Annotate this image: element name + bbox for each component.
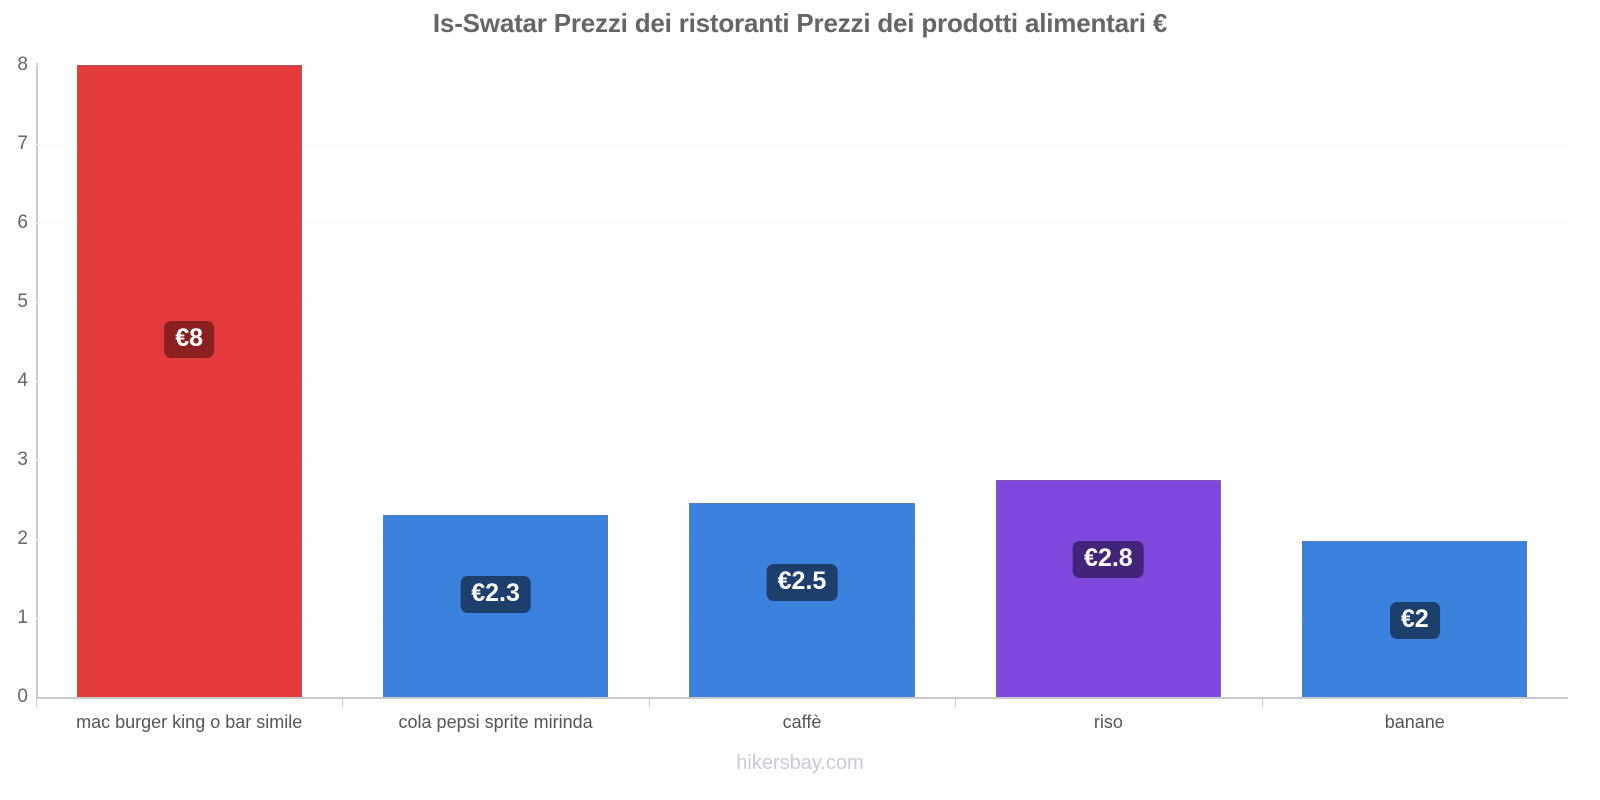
x-axis-tick-label: caffè	[782, 712, 822, 732]
bar[interactable]: €8	[76, 65, 302, 697]
gridline	[36, 144, 1568, 145]
y-axis-tick-label: 4	[17, 370, 28, 391]
x-axis-tick-label: riso	[1093, 712, 1123, 732]
gridline	[36, 65, 1568, 66]
footer-credit: hikersbay.com	[736, 752, 864, 774]
x-axis-tick	[36, 697, 37, 707]
bar-value-label: €2.5	[766, 564, 838, 602]
y-axis-tick-label: 6	[17, 212, 28, 233]
bar[interactable]: €2.8	[995, 479, 1221, 697]
y-axis-tick-label: 2	[17, 528, 28, 549]
bar[interactable]: €2	[1302, 541, 1528, 697]
gridline	[36, 302, 1568, 303]
x-axis-tick	[648, 697, 650, 707]
x-axis-tick	[955, 697, 957, 707]
bar[interactable]: €2.5	[689, 503, 915, 697]
gridline	[36, 460, 1568, 461]
y-axis-tick-label: 7	[17, 133, 28, 154]
x-axis-tick	[1261, 697, 1263, 707]
gridline	[36, 223, 1568, 224]
y-axis-tick-label: 8	[17, 54, 28, 75]
y-axis-tick-label: 1	[17, 607, 28, 628]
bar-value-label: €8	[164, 321, 215, 358]
x-axis-tick-label: mac burger king o bar simile	[76, 712, 303, 732]
y-axis-tick-label: 3	[17, 449, 28, 470]
bar-value-label: €2	[1389, 602, 1440, 640]
bar-value-label: €2.3	[460, 576, 531, 614]
x-axis-tick-label: banane	[1384, 712, 1445, 732]
gridline	[36, 697, 1568, 699]
chart-title: Is-Swatar Prezzi dei ristoranti Prezzi d…	[432, 8, 1168, 38]
x-axis-tick	[342, 697, 344, 707]
y-axis-tick-label: 0	[17, 686, 28, 707]
bar[interactable]: €2.3	[382, 515, 609, 697]
x-axis-tick-label: cola pepsi sprite mirinda	[398, 712, 593, 732]
gridline	[36, 381, 1568, 382]
bar-value-label: €2.8	[1073, 540, 1144, 578]
y-axis-tick-label: 5	[17, 291, 28, 312]
